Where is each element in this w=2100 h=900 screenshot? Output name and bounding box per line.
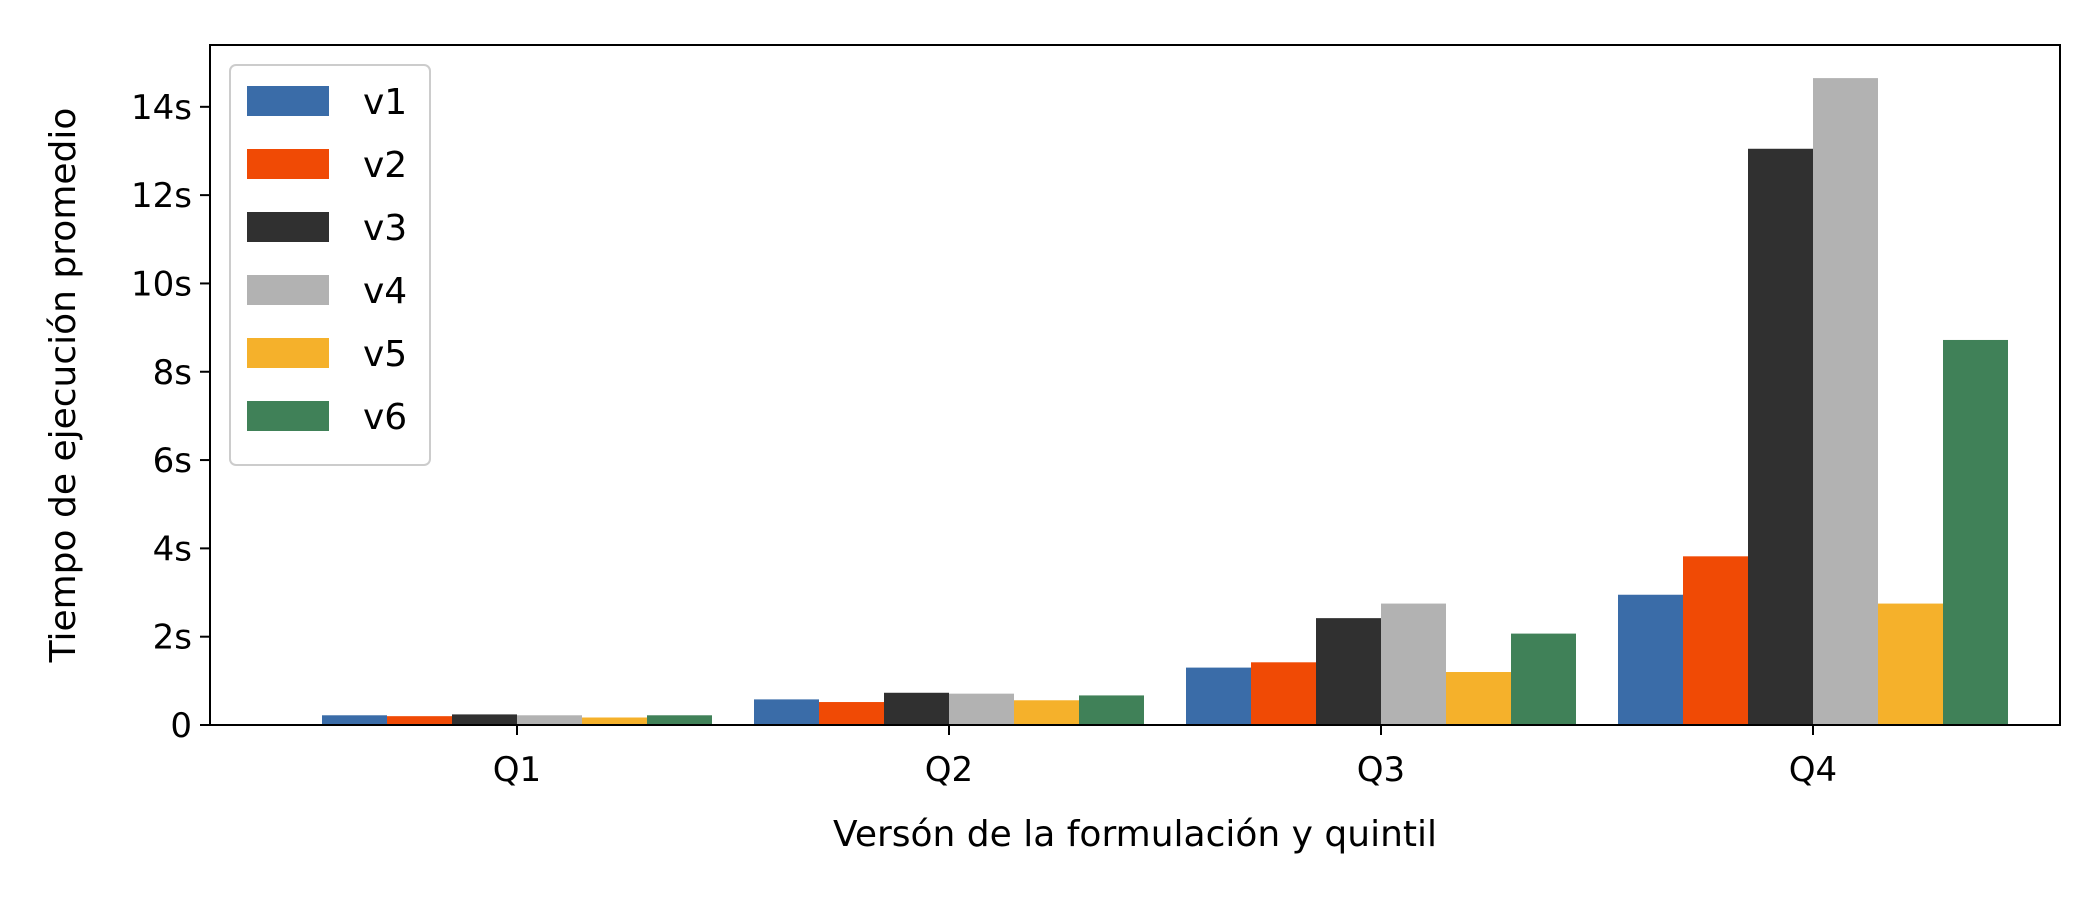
bar-v6-Q1 — [647, 715, 712, 725]
y-tick-label: 0 — [170, 706, 192, 746]
bar-v3-Q3 — [1316, 618, 1381, 725]
legend-swatch-v1 — [247, 86, 329, 116]
y-tick-label: 14s — [131, 88, 192, 128]
bar-v2-Q4 — [1683, 556, 1748, 725]
x-tick-label: Q3 — [1357, 750, 1405, 790]
bars — [322, 78, 2008, 725]
bar-v6-Q2 — [1079, 695, 1144, 725]
legend-swatch-v6 — [247, 401, 329, 431]
legend-label-v6: v6 — [363, 397, 407, 438]
bar-v1-Q2 — [754, 699, 819, 725]
bar-v6-Q3 — [1511, 633, 1576, 725]
x-axis-label: Versón de la formulación y quintil — [833, 814, 1437, 855]
legend-swatch-v2 — [247, 149, 329, 179]
x-tick-label: Q2 — [925, 750, 973, 790]
legend-swatch-v3 — [247, 212, 329, 242]
legend-label-v3: v3 — [363, 208, 407, 249]
legend: v1 v2 v3 v4 v5 v6 — [229, 64, 431, 466]
legend-label-v2: v2 — [363, 145, 407, 186]
legend-label-v1: v1 — [363, 82, 407, 123]
y-tick-label: 2s — [153, 618, 192, 658]
bar-v1-Q3 — [1186, 667, 1251, 725]
y-tick-label: 12s — [131, 176, 192, 216]
bar-v4-Q4 — [1813, 78, 1878, 725]
bar-v5-Q3 — [1446, 672, 1511, 725]
legend-swatch-v5 — [247, 338, 329, 368]
bar-v1-Q4 — [1618, 594, 1683, 725]
y-tick-label: 4s — [153, 529, 192, 569]
bar-v3-Q4 — [1748, 148, 1813, 725]
x-tick-label: Q4 — [1789, 750, 1837, 790]
bar-v2-Q3 — [1251, 662, 1316, 725]
bar-v5-Q4 — [1878, 603, 1943, 725]
bar-v1-Q1 — [322, 715, 387, 725]
bar-v2-Q2 — [819, 702, 884, 725]
y-axis-label: Tiempo de ejecución promedio — [43, 108, 84, 664]
legend-swatch-v4 — [247, 275, 329, 305]
bar-v4-Q1 — [517, 715, 582, 725]
bar-v3-Q1 — [452, 714, 517, 725]
bar-v3-Q2 — [884, 692, 949, 725]
bar-v4-Q3 — [1381, 603, 1446, 725]
legend-label-v5: v5 — [363, 334, 407, 375]
bar-v5-Q1 — [582, 717, 647, 725]
y-tick-label: 10s — [131, 264, 192, 304]
y-axis-ticks: 0 2s 4s 6s 8s 10s 12s 14s — [131, 88, 210, 746]
y-tick-label: 6s — [153, 441, 192, 481]
bar-v6-Q4 — [1943, 339, 2008, 725]
bar-v2-Q1 — [387, 716, 452, 725]
x-tick-label: Q1 — [493, 750, 541, 790]
plot-frame — [209, 44, 2061, 726]
y-tick-label: 8s — [153, 353, 192, 393]
x-axis-ticks: Q1 Q2 Q3 Q4 — [493, 725, 1837, 790]
bar-v5-Q2 — [1014, 700, 1079, 725]
legend-label-v4: v4 — [363, 271, 407, 312]
bar-v4-Q2 — [949, 693, 1014, 725]
